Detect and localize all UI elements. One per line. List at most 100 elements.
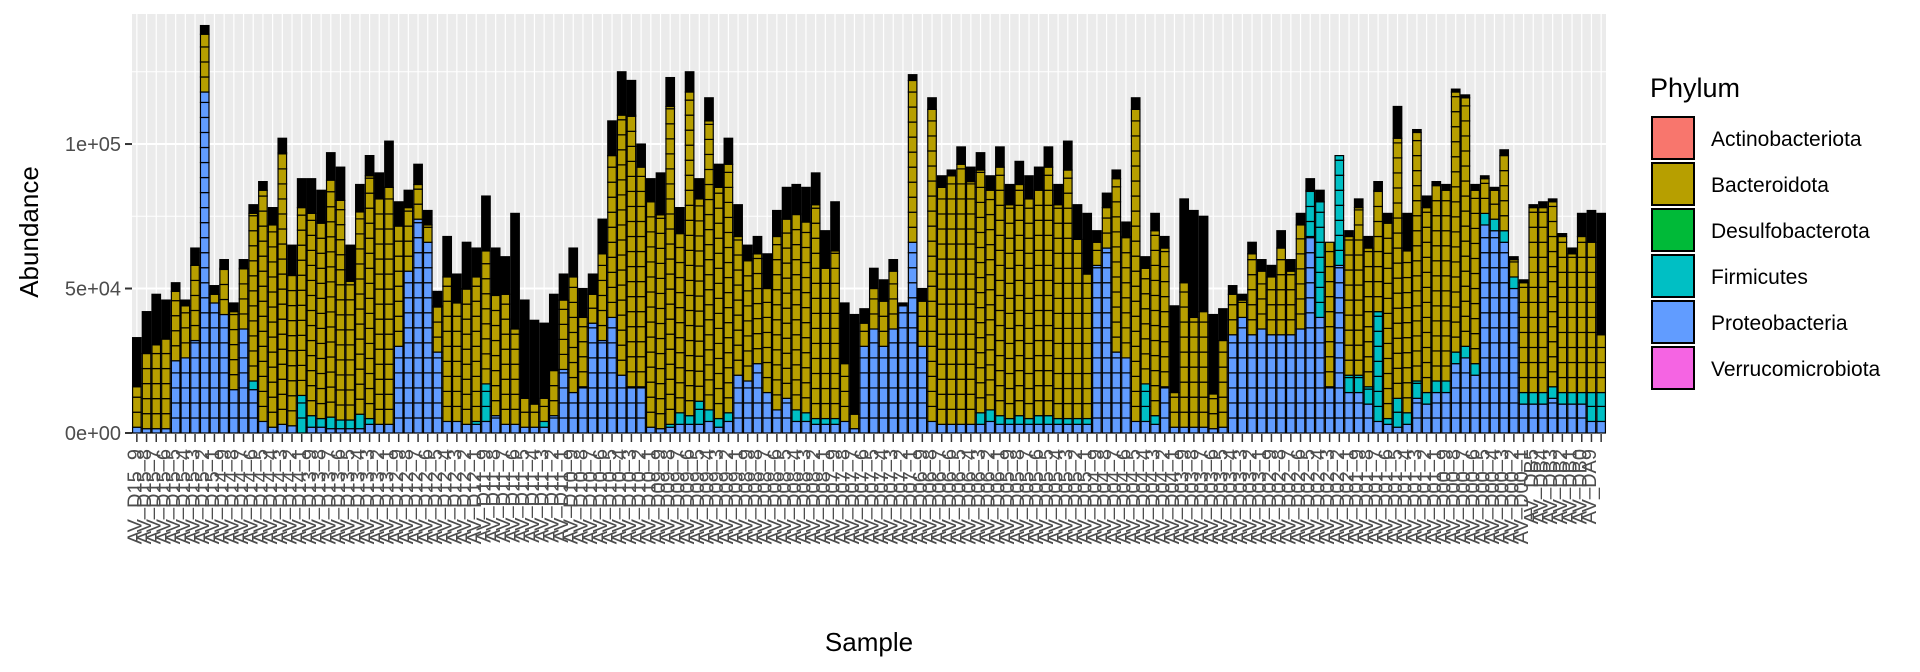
- bar-segment-bacteroidota: [335, 199, 346, 211]
- bar-segment-bacteroidota: [820, 282, 831, 299]
- bar-segment-proteobacteria: [1353, 417, 1364, 434]
- bar-segment-bacteroidota: [781, 232, 792, 249]
- bar-segment-bacteroidota: [296, 229, 307, 246]
- bar-segment-bacteroidota: [1004, 252, 1015, 269]
- x-tick-label: AV_D05_4: [1046, 449, 1068, 544]
- bar-segment-bacteroidota: [1130, 345, 1141, 362]
- bar-segment-bacteroidota: [1528, 207, 1539, 213]
- bar-segment-bacteroidota: [1247, 289, 1257, 306]
- bar-segment-bacteroidota: [1353, 344, 1364, 361]
- bar-segment-other: [907, 74, 918, 82]
- bar-segment-bacteroidota: [636, 265, 646, 283]
- bar-segment-proteobacteria: [403, 270, 414, 284]
- bar-segment-other: [170, 282, 181, 293]
- bar-segment-firmicutes: [1004, 417, 1015, 425]
- bar-segment-proteobacteria: [1334, 342, 1345, 359]
- sample-bar: [762, 253, 773, 434]
- sample-bar: [820, 230, 831, 434]
- bar-segment-bacteroidota: [432, 336, 443, 353]
- bar-segment-other: [190, 247, 200, 267]
- bar-segment-bacteroidota: [781, 247, 792, 264]
- bar-segment-bacteroidota: [1363, 326, 1374, 343]
- bar-segment-other: [1373, 181, 1383, 191]
- bar-segment-bacteroidota: [820, 297, 831, 314]
- bar-segment-firmicutes: [1547, 386, 1558, 399]
- bar-segment-proteobacteria: [1285, 372, 1296, 389]
- bar-segment-proteobacteria: [393, 357, 404, 374]
- bar-segment-bacteroidota: [616, 269, 627, 286]
- bar-segment-proteobacteria: [1460, 357, 1471, 374]
- x-tick-label: AV_D05_8: [1007, 449, 1029, 544]
- bar-segment-firmicutes: [1421, 391, 1432, 405]
- bar-segment-other: [296, 178, 307, 209]
- bar-segment-bacteroidota: [616, 194, 627, 211]
- bar-segment-firmicutes: [1499, 230, 1510, 243]
- bar-segment-bacteroidota: [1363, 371, 1374, 388]
- bar-segment-bacteroidota: [267, 366, 278, 383]
- bar-segment-bacteroidota: [1431, 200, 1442, 217]
- bar-segment-proteobacteria: [1227, 342, 1238, 359]
- bar-segment-bacteroidota: [403, 210, 414, 227]
- x-axis: AV_D15_9AV_D15_8AV_D15_7AV_D15_6AV_D15_5…: [124, 434, 1602, 544]
- bar-segment-other: [1072, 204, 1083, 240]
- bar-segment-bacteroidota: [713, 342, 724, 360]
- bar-segment-proteobacteria: [723, 420, 734, 434]
- bar-segment-bacteroidota: [946, 378, 957, 395]
- bar-segment-proteobacteria: [1431, 402, 1442, 419]
- bar-segment-bacteroidota: [1111, 261, 1122, 278]
- bar-segment-bacteroidota: [694, 370, 705, 387]
- bar-segment-bacteroidota: [1082, 273, 1093, 284]
- bar-segment-bacteroidota: [1324, 311, 1335, 328]
- x-tick-label: AV_D01_9: [1346, 449, 1368, 544]
- bar-segment-proteobacteria: [636, 417, 646, 434]
- bar-segment-proteobacteria: [1479, 282, 1490, 299]
- bar-segment-bacteroidota: [684, 249, 695, 267]
- bar-segment-bacteroidota: [403, 240, 414, 257]
- x-tick-label: AV_D15_3: [183, 449, 205, 544]
- bar-segment-bacteroidota: [975, 276, 986, 294]
- bar-segment-other: [578, 287, 588, 319]
- sample-bar: [1489, 186, 1500, 434]
- bar-segment-bacteroidota: [626, 115, 637, 132]
- bar-segment-bacteroidota: [888, 270, 899, 285]
- bar-segment-bacteroidota: [1344, 239, 1354, 256]
- bar-segment-bacteroidota: [694, 198, 705, 207]
- bar-segment-bacteroidota: [791, 349, 802, 366]
- bar-segment-firmicutes: [1392, 397, 1403, 413]
- bar-segment-bacteroidota: [548, 385, 559, 402]
- bar-segment-bacteroidota: [238, 268, 249, 285]
- bar-segment-other: [355, 183, 365, 213]
- bar-segment-proteobacteria: [1256, 372, 1267, 389]
- bar-segment-bacteroidota: [772, 319, 782, 336]
- bar-segment-proteobacteria: [1344, 402, 1354, 419]
- bar-segment-proteobacteria: [636, 387, 646, 404]
- bar-segment-bacteroidota: [1373, 205, 1383, 223]
- y-tick-label: 1e+05: [65, 134, 121, 156]
- bar-segment-proteobacteria: [1567, 417, 1577, 434]
- bar-segment-bacteroidota: [1082, 312, 1093, 329]
- bar-segment-proteobacteria: [791, 420, 802, 434]
- bar-segment-bacteroidota: [325, 356, 336, 373]
- x-tick-label: AV_D00_6: [1463, 449, 1485, 544]
- bar-segment-proteobacteria: [1363, 417, 1374, 434]
- bar-segment-proteobacteria: [1237, 327, 1248, 344]
- bar-segment-proteobacteria: [878, 417, 889, 434]
- bar-segment-bacteroidota: [1043, 264, 1054, 282]
- bar-segment-other: [1227, 285, 1238, 295]
- x-tick-label: AV_D12_7: [406, 449, 428, 544]
- bar-segment-bacteroidota: [238, 283, 249, 300]
- sample-bar: [1024, 175, 1034, 434]
- bar-segment-bacteroidota: [723, 231, 734, 249]
- bar-segment-proteobacteria: [422, 402, 433, 419]
- bar-segment-bacteroidota: [1412, 350, 1422, 367]
- bar-segment-proteobacteria: [888, 387, 899, 404]
- bar-segment-proteobacteria: [422, 372, 433, 389]
- bar-segment-bacteroidota: [277, 348, 288, 365]
- sample-bar: [209, 285, 220, 434]
- bar-segment-bacteroidota: [355, 211, 365, 220]
- bar-segment-bacteroidota: [481, 338, 491, 355]
- bar-segment-bacteroidota: [742, 275, 753, 292]
- bar-segment-proteobacteria: [1489, 237, 1500, 254]
- bar-segment-bacteroidota: [772, 243, 782, 261]
- bar-segment-bacteroidota: [956, 318, 966, 335]
